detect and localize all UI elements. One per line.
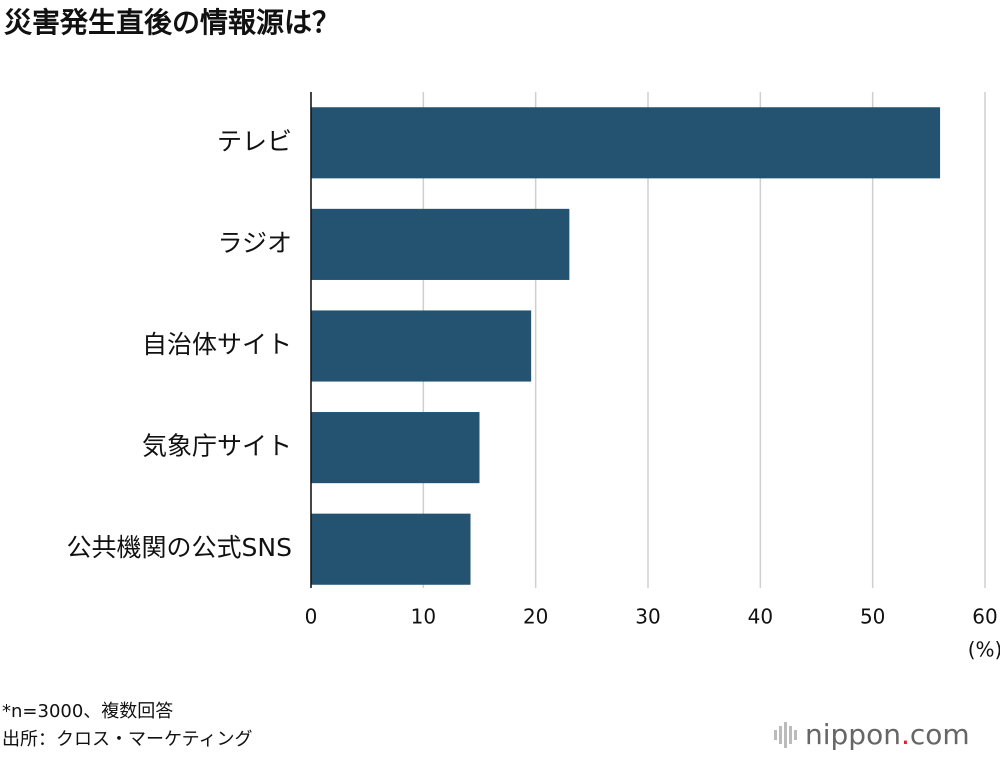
logo-dot: . xyxy=(901,718,910,751)
x-tick-label: 30 xyxy=(635,605,660,629)
y-tick-label: ラジオ xyxy=(217,228,292,257)
y-tick-label: テレビ xyxy=(217,127,292,156)
bar xyxy=(311,107,941,179)
logo-text: com xyxy=(910,718,970,751)
x-tick-label: 0 xyxy=(305,605,318,629)
y-tick-label: 自治体サイト xyxy=(142,330,292,359)
y-tick-label: 公共機関の公式SNS xyxy=(67,533,292,562)
logo-mark xyxy=(774,722,797,748)
bar xyxy=(311,310,532,382)
x-tick-label: 50 xyxy=(860,605,885,629)
bar xyxy=(311,208,570,280)
bar xyxy=(311,513,471,585)
y-tick-label: 気象庁サイト xyxy=(142,432,292,461)
x-tick-label: 20 xyxy=(523,605,548,629)
logo-text: nippon xyxy=(805,718,901,751)
source: 出所：クロス・マーケティング xyxy=(2,729,253,750)
logo: nippon.com xyxy=(805,718,970,751)
x-tick-label: 10 xyxy=(411,605,436,629)
bar xyxy=(311,412,480,484)
x-tick-label: 60 xyxy=(972,605,997,629)
footnote: *n=3000、複数回答 xyxy=(2,701,173,722)
chart-title: 災害発生直後の情報源は？ xyxy=(4,6,340,39)
x-axis-label: (%) xyxy=(968,638,1000,662)
x-tick-label: 40 xyxy=(748,605,773,629)
